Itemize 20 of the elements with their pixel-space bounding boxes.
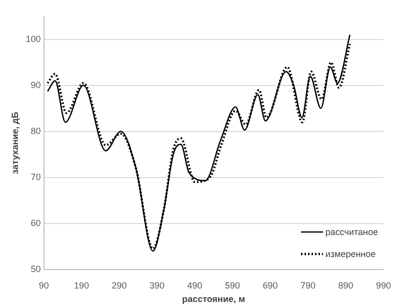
x-tick-label: 890 bbox=[338, 280, 354, 290]
x-tick-label: 790 bbox=[300, 280, 316, 290]
x-axis-title: расстояние, м bbox=[182, 294, 246, 304]
y-tick-label: 70 bbox=[30, 172, 41, 182]
x-tick-label: 490 bbox=[187, 280, 202, 290]
y-tick-label: 80 bbox=[30, 126, 41, 136]
x-tick-label: 690 bbox=[262, 280, 278, 290]
legend-label: измеренное bbox=[325, 249, 376, 259]
y-tick-label: 60 bbox=[30, 218, 41, 228]
x-tick-label: 190 bbox=[74, 280, 90, 290]
x-tick-label: 90 bbox=[38, 280, 49, 290]
y-tick-label: 100 bbox=[26, 34, 41, 44]
y-axis-title: затухание, дБ bbox=[10, 111, 20, 174]
y-tick-label: 50 bbox=[30, 264, 41, 274]
y-tick-label: 90 bbox=[30, 80, 41, 90]
x-tick-label: 290 bbox=[112, 280, 127, 290]
legend-label: рассчитаное bbox=[325, 227, 378, 237]
x-tick-label: 390 bbox=[150, 280, 165, 290]
x-tick-label: 990 bbox=[376, 280, 392, 290]
x-tick-label: 590 bbox=[225, 280, 240, 290]
